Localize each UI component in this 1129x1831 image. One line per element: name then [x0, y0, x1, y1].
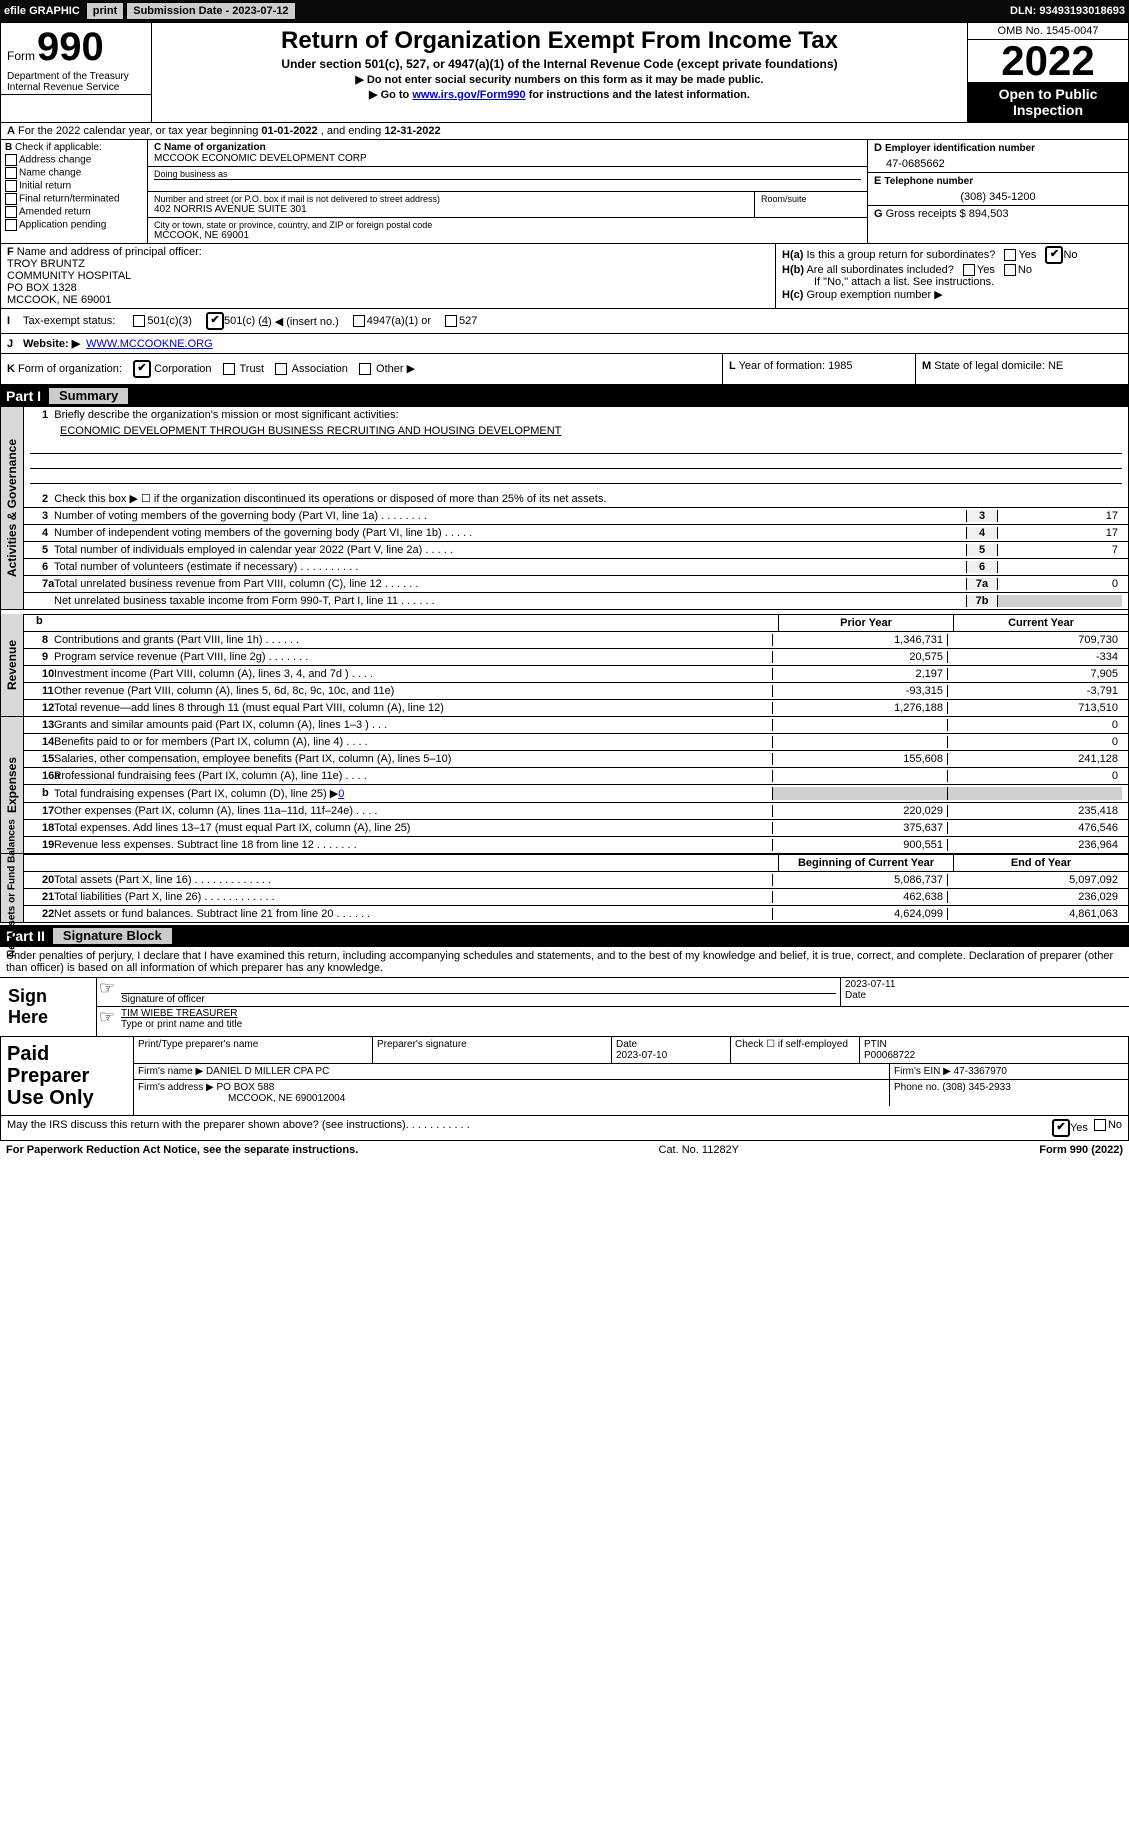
table-row: 19Revenue less expenses. Subtract line 1… [24, 836, 1128, 853]
table-row: 8Contributions and grants (Part VIII, li… [24, 631, 1128, 648]
table-row: 13Grants and similar amounts paid (Part … [24, 717, 1128, 733]
discuss-no-checkbox[interactable] [1094, 1119, 1106, 1131]
table-row: 5Total number of individuals employed in… [24, 541, 1128, 558]
527-checkbox[interactable] [445, 315, 457, 327]
footer: For Paperwork Reduction Act Notice, see … [0, 1141, 1129, 1159]
other-checkbox[interactable] [359, 363, 371, 375]
line-i: I Tax-exempt status: 501(c)(3) 501(c) ( … [0, 309, 1129, 334]
table-row: 20Total assets (Part X, line 16) . . . .… [24, 871, 1128, 888]
org-name: MCCOOK ECONOMIC DEVELOPMENT CORP [154, 153, 861, 164]
expenses-block: Expenses 13Grants and similar amounts pa… [0, 717, 1129, 854]
state-domicile: NE [1048, 360, 1063, 372]
preparer-date: 2023-07-10 [616, 1050, 667, 1061]
org-name-row: C Name of organization MCCOOK ECONOMIC D… [148, 140, 867, 167]
address-change-checkbox[interactable] [5, 154, 17, 166]
tax-year: 2022 [968, 40, 1128, 82]
501c3-checkbox[interactable] [133, 315, 145, 327]
year-formation: 1985 [828, 360, 852, 372]
efile-label: efile GRAPHIC [4, 5, 80, 17]
table-row: 10Investment income (Part VIII, column (… [24, 665, 1128, 682]
ein: 47-0685662 [874, 154, 1122, 170]
table-row: 9Program service revenue (Part VIII, lin… [24, 648, 1128, 665]
discuss-yes-checkbox[interactable] [1052, 1119, 1070, 1137]
officer-printed-name: TIM WIEBE TREASURER [121, 1008, 1125, 1019]
revenue-block: Revenue bPrior YearCurrent Year 8Contrib… [0, 614, 1129, 717]
part2-header: Part II Signature Block [0, 925, 1129, 947]
mission-text: ECONOMIC DEVELOPMENT THROUGH BUSINESS RE… [24, 423, 1128, 439]
firm-name: DANIEL D MILLER CPA PC [206, 1066, 329, 1077]
hb-no-checkbox[interactable] [1004, 264, 1016, 276]
app-pending-checkbox[interactable] [5, 219, 17, 231]
submission-date-box: Submission Date - 2023-07-12 [126, 2, 295, 20]
officer-name: TROY BRUNTZ [7, 258, 85, 270]
initial-return-checkbox[interactable] [5, 180, 17, 192]
corporation-checkbox[interactable] [133, 360, 151, 378]
street-address: 402 NORRIS AVENUE SUITE 301 [154, 204, 748, 215]
association-checkbox[interactable] [275, 363, 287, 375]
fh-block: F Name and address of principal officer:… [0, 244, 1129, 309]
ha-no-checkbox[interactable] [1045, 246, 1063, 264]
line-j: J Website: ▶ WWW.MCCOOKNE.ORG [0, 334, 1129, 354]
net-assets-block: Net Assets or Fund Balances Beginning of… [0, 854, 1129, 923]
preparer-phone: (308) 345-2933 [942, 1082, 1010, 1093]
table-row: Net unrelated business taxable income fr… [24, 592, 1128, 609]
governance-block: Activities & Governance 1 Briefly descri… [0, 407, 1129, 610]
table-row: 4Number of independent voting members of… [24, 524, 1128, 541]
part1-header: Part I Summary [0, 385, 1129, 407]
table-row: 18Total expenses. Add lines 13–17 (must … [24, 819, 1128, 836]
org-info-block: B Check if applicable: Address change Na… [0, 140, 1129, 244]
table-row: 7aTotal unrelated business revenue from … [24, 575, 1128, 592]
perjury-statement: Under penalties of perjury, I declare th… [0, 947, 1129, 977]
telephone: (308) 345-1200 [874, 187, 1122, 203]
table-row: 16aProfessional fundraising fees (Part I… [24, 767, 1128, 784]
line-16b: bTotal fundraising expenses (Part IX, co… [24, 784, 1128, 802]
form-title-block: Form 990 Department of the Treasury Inte… [1, 23, 152, 122]
table-row: 22Net assets or fund balances. Subtract … [24, 905, 1128, 922]
pointer-icon: ☞ [97, 978, 117, 1006]
city-state-zip: MCCOOK, NE 69001 [154, 230, 861, 241]
address-row: Number and street (or P.O. box if mail i… [148, 192, 867, 218]
main-title: Return of Organization Exempt From Incom… [156, 27, 963, 55]
table-row: 15Salaries, other compensation, employee… [24, 750, 1128, 767]
table-row: 14Benefits paid to or for members (Part … [24, 733, 1128, 750]
irs-discuss-row: May the IRS discuss this return with the… [0, 1116, 1129, 1141]
print-button[interactable]: print [86, 2, 124, 20]
open-public-badge: Open to PublicInspection [968, 82, 1128, 122]
form-header: Form 990 Department of the Treasury Inte… [0, 22, 1129, 123]
ptin: P00068722 [864, 1050, 915, 1061]
form-number: 990 [37, 27, 104, 67]
line-a: A For the 2022 calendar year, or tax yea… [0, 123, 1129, 140]
pointer-icon: ☞ [97, 1007, 117, 1031]
table-row: 6Total number of volunteers (estimate if… [24, 558, 1128, 575]
name-change-checkbox[interactable] [5, 167, 17, 179]
irs-link[interactable]: www.irs.gov/Form990 [412, 89, 525, 101]
hb-yes-checkbox[interactable] [963, 264, 975, 276]
top-bar: efile GRAPHIC print Submission Date - 20… [0, 0, 1129, 22]
table-row: 3Number of voting members of the governi… [24, 507, 1128, 524]
4947a1-checkbox[interactable] [353, 315, 365, 327]
sign-here-block: Sign Here ☞ Signature of officer 2023-07… [0, 977, 1129, 1036]
city-row: City or town, state or province, country… [148, 218, 867, 243]
firm-ein: 47-3367970 [954, 1066, 1007, 1077]
preparer-block: Paid Preparer Use Only Print/Type prepar… [0, 1036, 1129, 1116]
table-row: 17Other expenses (Part IX, column (A), l… [24, 802, 1128, 819]
dln: DLN: 93493193018693 [1010, 5, 1125, 17]
501c-checkbox[interactable] [206, 312, 224, 330]
col-d-e: D Employer identification number 47-0685… [867, 140, 1128, 243]
table-row: 21Total liabilities (Part X, line 26) . … [24, 888, 1128, 905]
website-link[interactable]: WWW.MCCOOKNE.ORG [86, 338, 213, 350]
final-return-checkbox[interactable] [5, 193, 17, 205]
table-row: 11Other revenue (Part VIII, column (A), … [24, 682, 1128, 699]
line-klm: K Form of organization: Corporation Trus… [0, 354, 1129, 385]
dba-row: Doing business as [148, 167, 867, 192]
trust-checkbox[interactable] [223, 363, 235, 375]
table-row: 12Total revenue—add lines 8 through 11 (… [24, 699, 1128, 716]
officer-sig-date: 2023-07-11 [845, 979, 1125, 990]
ha-yes-checkbox[interactable] [1004, 249, 1016, 261]
col-b: B Check if applicable: Address change Na… [1, 140, 148, 243]
amended-return-checkbox[interactable] [5, 206, 17, 218]
gross-receipts: 894,503 [969, 208, 1009, 220]
